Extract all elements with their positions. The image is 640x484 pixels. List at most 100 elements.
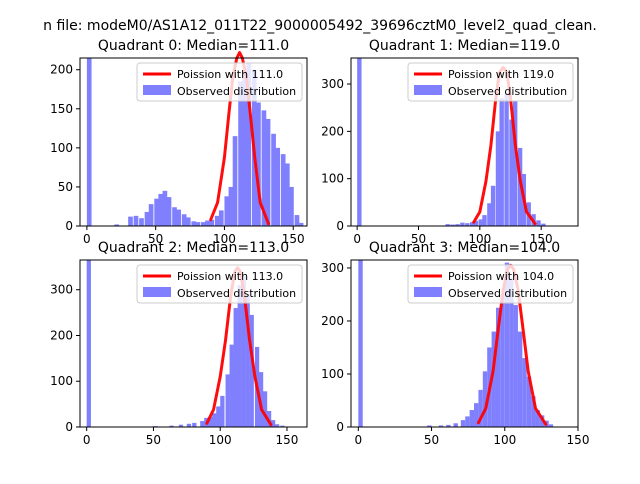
histogram-bar: [495, 307, 501, 427]
quadrant-2-panel: 0 50 100 150 0 100 200 300 Poission with 113.0 Ob…: [50, 240, 308, 447]
y-tick-label: 100: [321, 172, 344, 186]
histogram-bar: [178, 424, 184, 427]
histogram-bar: [220, 395, 225, 427]
quadrant-3-panel: 0 50 100 150 0 100 200 300 Poission with 104.0 Ob…: [321, 240, 589, 447]
histogram-bar: [139, 218, 144, 226]
histogram-bar: [470, 222, 475, 226]
histogram-bar: [289, 186, 294, 226]
legend-label-poisson: Poission with 119.0: [448, 68, 554, 81]
histogram-bar: [162, 190, 168, 226]
histogram-bar: [499, 98, 504, 226]
x-tick-label: 50: [146, 433, 161, 447]
histogram-bar: [245, 294, 250, 427]
histogram-bar: [169, 425, 174, 427]
axes-frame: [350, 259, 579, 428]
legend-label-poisson: Poission with 104.0: [448, 270, 554, 283]
histogram-bar: [298, 222, 304, 226]
histogram-bar: [195, 222, 201, 226]
histogram-bar: [246, 63, 252, 226]
histogram-bar: [265, 118, 271, 226]
y-tick-label: 0: [336, 219, 344, 233]
histogram-bar: [114, 224, 120, 226]
histogram-bar: [460, 222, 465, 226]
legend: Poission with 119.0 Observed distribution: [407, 62, 574, 102]
histogram-bar: [214, 215, 220, 226]
x-tick-label: 150: [567, 433, 590, 447]
histogram-bar: [280, 154, 286, 226]
x-tick-label: 150: [530, 232, 553, 246]
histogram-bar: [512, 100, 518, 226]
y-tick-label: 150: [50, 102, 73, 116]
histogram-bar: [541, 223, 546, 226]
histogram-bar: [166, 197, 172, 226]
histogram-bar: [478, 219, 484, 226]
histogram-bar: [482, 371, 488, 427]
quadrant-title: Quadrant 2: Median=113.0: [98, 240, 289, 256]
x-tick-label: 150: [282, 232, 305, 246]
histogram-bar: [358, 260, 363, 427]
histogram-bar: [491, 331, 496, 427]
histogram-bar: [445, 224, 450, 226]
y-tick-label: 0: [336, 420, 344, 434]
histogram-bar: [249, 314, 254, 427]
histogram-bar: [271, 133, 276, 226]
histogram-bar: [86, 58, 92, 226]
histogram-bar: [154, 198, 159, 226]
histogram-bar: [294, 215, 300, 226]
histogram-bar: [181, 214, 187, 226]
y-tick-label: 100: [321, 367, 344, 381]
legend-label-observed: Observed distribution: [177, 287, 296, 300]
histogram-bar: [172, 207, 177, 226]
quadrant-title: Quadrant 3: Median=104.0: [369, 240, 560, 256]
x-tick-label: 150: [276, 433, 299, 447]
x-tick-label: 0: [83, 232, 91, 246]
histogram-bar: [500, 294, 505, 427]
legend-box: [407, 264, 574, 304]
legend-label-observed: Observed distribution: [177, 85, 296, 98]
legend-label-poisson: Poission with 111.0: [177, 68, 283, 81]
histogram-bar: [460, 420, 466, 427]
y-tick-label: 300: [321, 261, 344, 275]
histogram-bar: [274, 424, 280, 427]
quadrant-title: Quadrant 0: Median=111.0: [98, 38, 289, 54]
histogram-bar: [473, 220, 479, 226]
histogram-bar: [192, 422, 197, 427]
subplot-grid: 0 50 100 150 0 50 100 150 200 Poission with 111.0…: [50, 38, 589, 447]
histogram-bar: [280, 425, 285, 427]
histogram-bar: [465, 223, 470, 226]
histogram-bar: [474, 403, 479, 427]
histogram-bar: [185, 217, 191, 226]
histogram-bar: [465, 416, 470, 427]
x-tick-label: 0: [83, 433, 91, 447]
y-tick-label: 100: [50, 141, 73, 155]
histogram-bar: [209, 219, 214, 226]
histogram-bar: [482, 215, 487, 226]
legend-bar-swatch: [414, 287, 442, 297]
histogram-bar: [509, 278, 514, 427]
histogram-bar: [536, 220, 541, 226]
histogram-bar: [427, 425, 432, 427]
y-tick-label: 200: [321, 124, 344, 138]
histogram-bar: [275, 147, 281, 226]
x-tick-label: 50: [148, 232, 163, 246]
histogram-bar: [158, 193, 164, 226]
legend-box: [136, 62, 303, 102]
histogram-bar: [237, 285, 242, 427]
x-tick-label: 100: [209, 433, 232, 447]
histogram-bar: [238, 81, 243, 226]
y-tick-label: 300: [321, 77, 344, 91]
legend-box: [407, 62, 574, 102]
histogram-bar: [261, 110, 267, 226]
histogram-bar: [284, 163, 290, 226]
histogram-bar: [224, 196, 230, 226]
histogram-bar: [455, 224, 460, 226]
x-tick-label: 0: [355, 433, 363, 447]
histogram-bar: [128, 216, 133, 226]
histogram-bar: [438, 425, 444, 427]
histogram-bar: [218, 210, 224, 226]
histogram-bar: [548, 424, 554, 427]
x-tick-label: 0: [353, 232, 361, 246]
histogram-bar: [86, 260, 91, 427]
histogram-bar: [229, 344, 234, 427]
histogram-bar: [133, 215, 139, 226]
